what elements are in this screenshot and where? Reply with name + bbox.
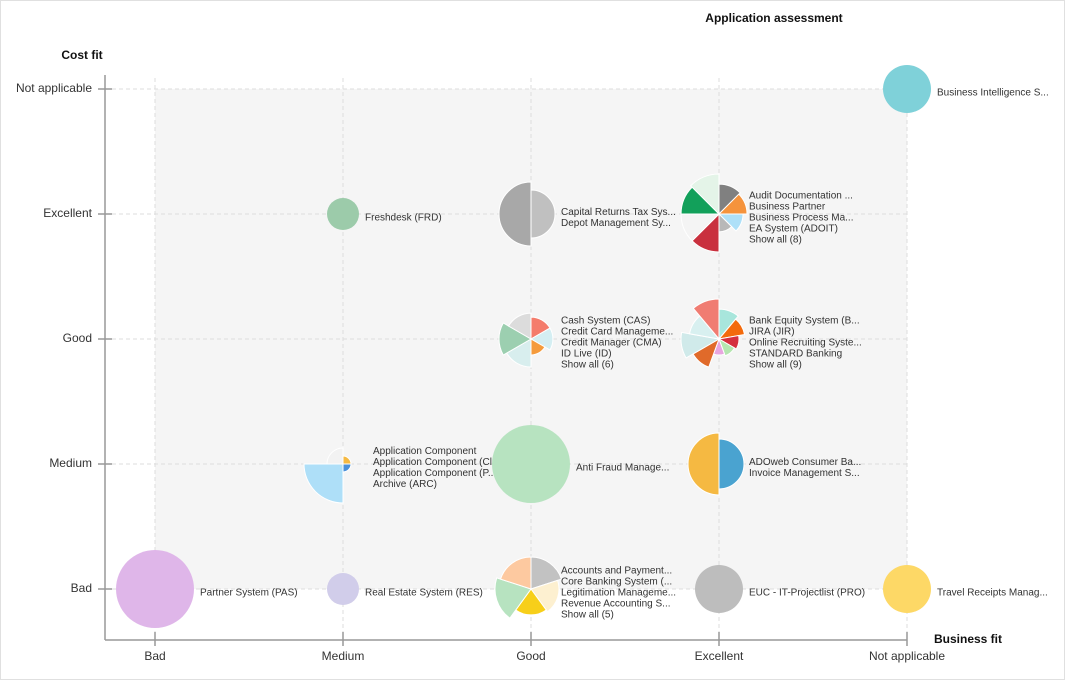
- bubble: [116, 550, 194, 628]
- x-tick-label: Not applicable: [869, 649, 945, 663]
- bubble: [883, 65, 931, 113]
- y-tick-label: Good: [63, 331, 92, 345]
- app-label: Legitimation Manageme...: [561, 588, 676, 599]
- app-label: Business Process Ma...: [749, 213, 853, 224]
- bubble: [695, 565, 743, 613]
- app-label: Business Intelligence S...: [937, 88, 1049, 99]
- app-label: JIRA (JIR): [749, 327, 795, 338]
- pie-slice: [687, 432, 720, 496]
- app-label: Freshdesk (FRD): [365, 213, 442, 224]
- pie-slice: [717, 318, 746, 340]
- app-label: Real Estate System (RES): [365, 588, 483, 599]
- pie-slice: [530, 556, 563, 590]
- bubble: [883, 565, 931, 613]
- app-label: Business Partner: [749, 202, 826, 213]
- app-label: Accounts and Payment...: [561, 566, 672, 577]
- pie-slice: [717, 213, 744, 232]
- x-axis-title: Business fit: [934, 632, 1002, 646]
- show-all-link: Show all (9): [749, 360, 802, 371]
- app-label: EA System (ADOIT): [749, 224, 838, 235]
- x-tick-label: Bad: [144, 649, 165, 663]
- app-label: Travel Receipts Manag...: [937, 588, 1048, 599]
- app-label: ID Live (ID): [561, 349, 612, 360]
- app-label: ADOweb Consumer Ba...: [749, 457, 861, 468]
- app-label: Archive (ARC): [373, 479, 437, 490]
- app-label: Application Component (Cl...: [373, 457, 500, 468]
- show-all-link: Show all (5): [561, 610, 614, 621]
- pie-slice: [507, 312, 532, 340]
- pie-slice: [529, 327, 554, 351]
- app-label: Anti Fraud Manage...: [576, 463, 669, 474]
- pie-slice: [717, 193, 748, 215]
- y-tick-label: Bad: [71, 581, 92, 595]
- y-tick-label: Excellent: [43, 206, 92, 220]
- pie-slice: [692, 298, 720, 341]
- show-all-link: Show all (8): [749, 235, 802, 246]
- app-label: Credit Card Manageme...: [561, 327, 673, 338]
- app-label: Audit Documentation ...: [749, 191, 853, 202]
- pie-slice: [718, 337, 736, 357]
- app-label: Core Banking System (...: [561, 577, 672, 588]
- app-label: Application Component (P...: [373, 468, 496, 479]
- pie-slice: [303, 463, 344, 504]
- pie-slice: [498, 181, 532, 247]
- y-axis-title: Cost fit: [61, 48, 102, 62]
- app-label: Invoice Management S...: [749, 468, 860, 479]
- show-all-link: Show all (6): [561, 360, 614, 371]
- chart-title: Application assessment: [705, 11, 842, 25]
- pie-slice: [718, 438, 745, 490]
- app-label: Application Component: [373, 446, 477, 457]
- y-tick-label: Medium: [49, 456, 92, 470]
- app-label: Bank Equity System (B...: [749, 316, 860, 327]
- app-label: Credit Manager (CMA): [561, 338, 662, 349]
- pie-slice: [326, 447, 344, 465]
- pie-slice: [494, 577, 532, 619]
- x-tick-label: Excellent: [695, 649, 744, 663]
- bubble: [327, 573, 359, 605]
- app-label: Depot Management Sy...: [561, 218, 671, 229]
- x-tick-label: Good: [516, 649, 545, 663]
- app-label: Capital Returns Tax Sys...: [561, 207, 676, 218]
- app-label: Revenue Accounting S...: [561, 599, 671, 610]
- app-label: EUC - IT-Projectlist (PRO): [749, 588, 865, 599]
- bubble: [492, 425, 570, 503]
- app-label: Partner System (PAS): [200, 588, 298, 599]
- pie-slice: [717, 334, 740, 350]
- pie-slice: [530, 579, 560, 613]
- pie-slice: [530, 189, 556, 239]
- pie-slice: [690, 173, 720, 216]
- pie-slice: [498, 322, 533, 356]
- pie-slice: [499, 556, 532, 590]
- bubble: [327, 198, 359, 230]
- app-label: Online Recruiting Syste...: [749, 338, 862, 349]
- app-label: Cash System (CAS): [561, 316, 650, 327]
- pie-slice: [680, 331, 721, 359]
- app-label: STANDARD Banking: [749, 349, 842, 360]
- x-tick-label: Medium: [322, 649, 365, 663]
- y-tick-label: Not applicable: [16, 81, 92, 95]
